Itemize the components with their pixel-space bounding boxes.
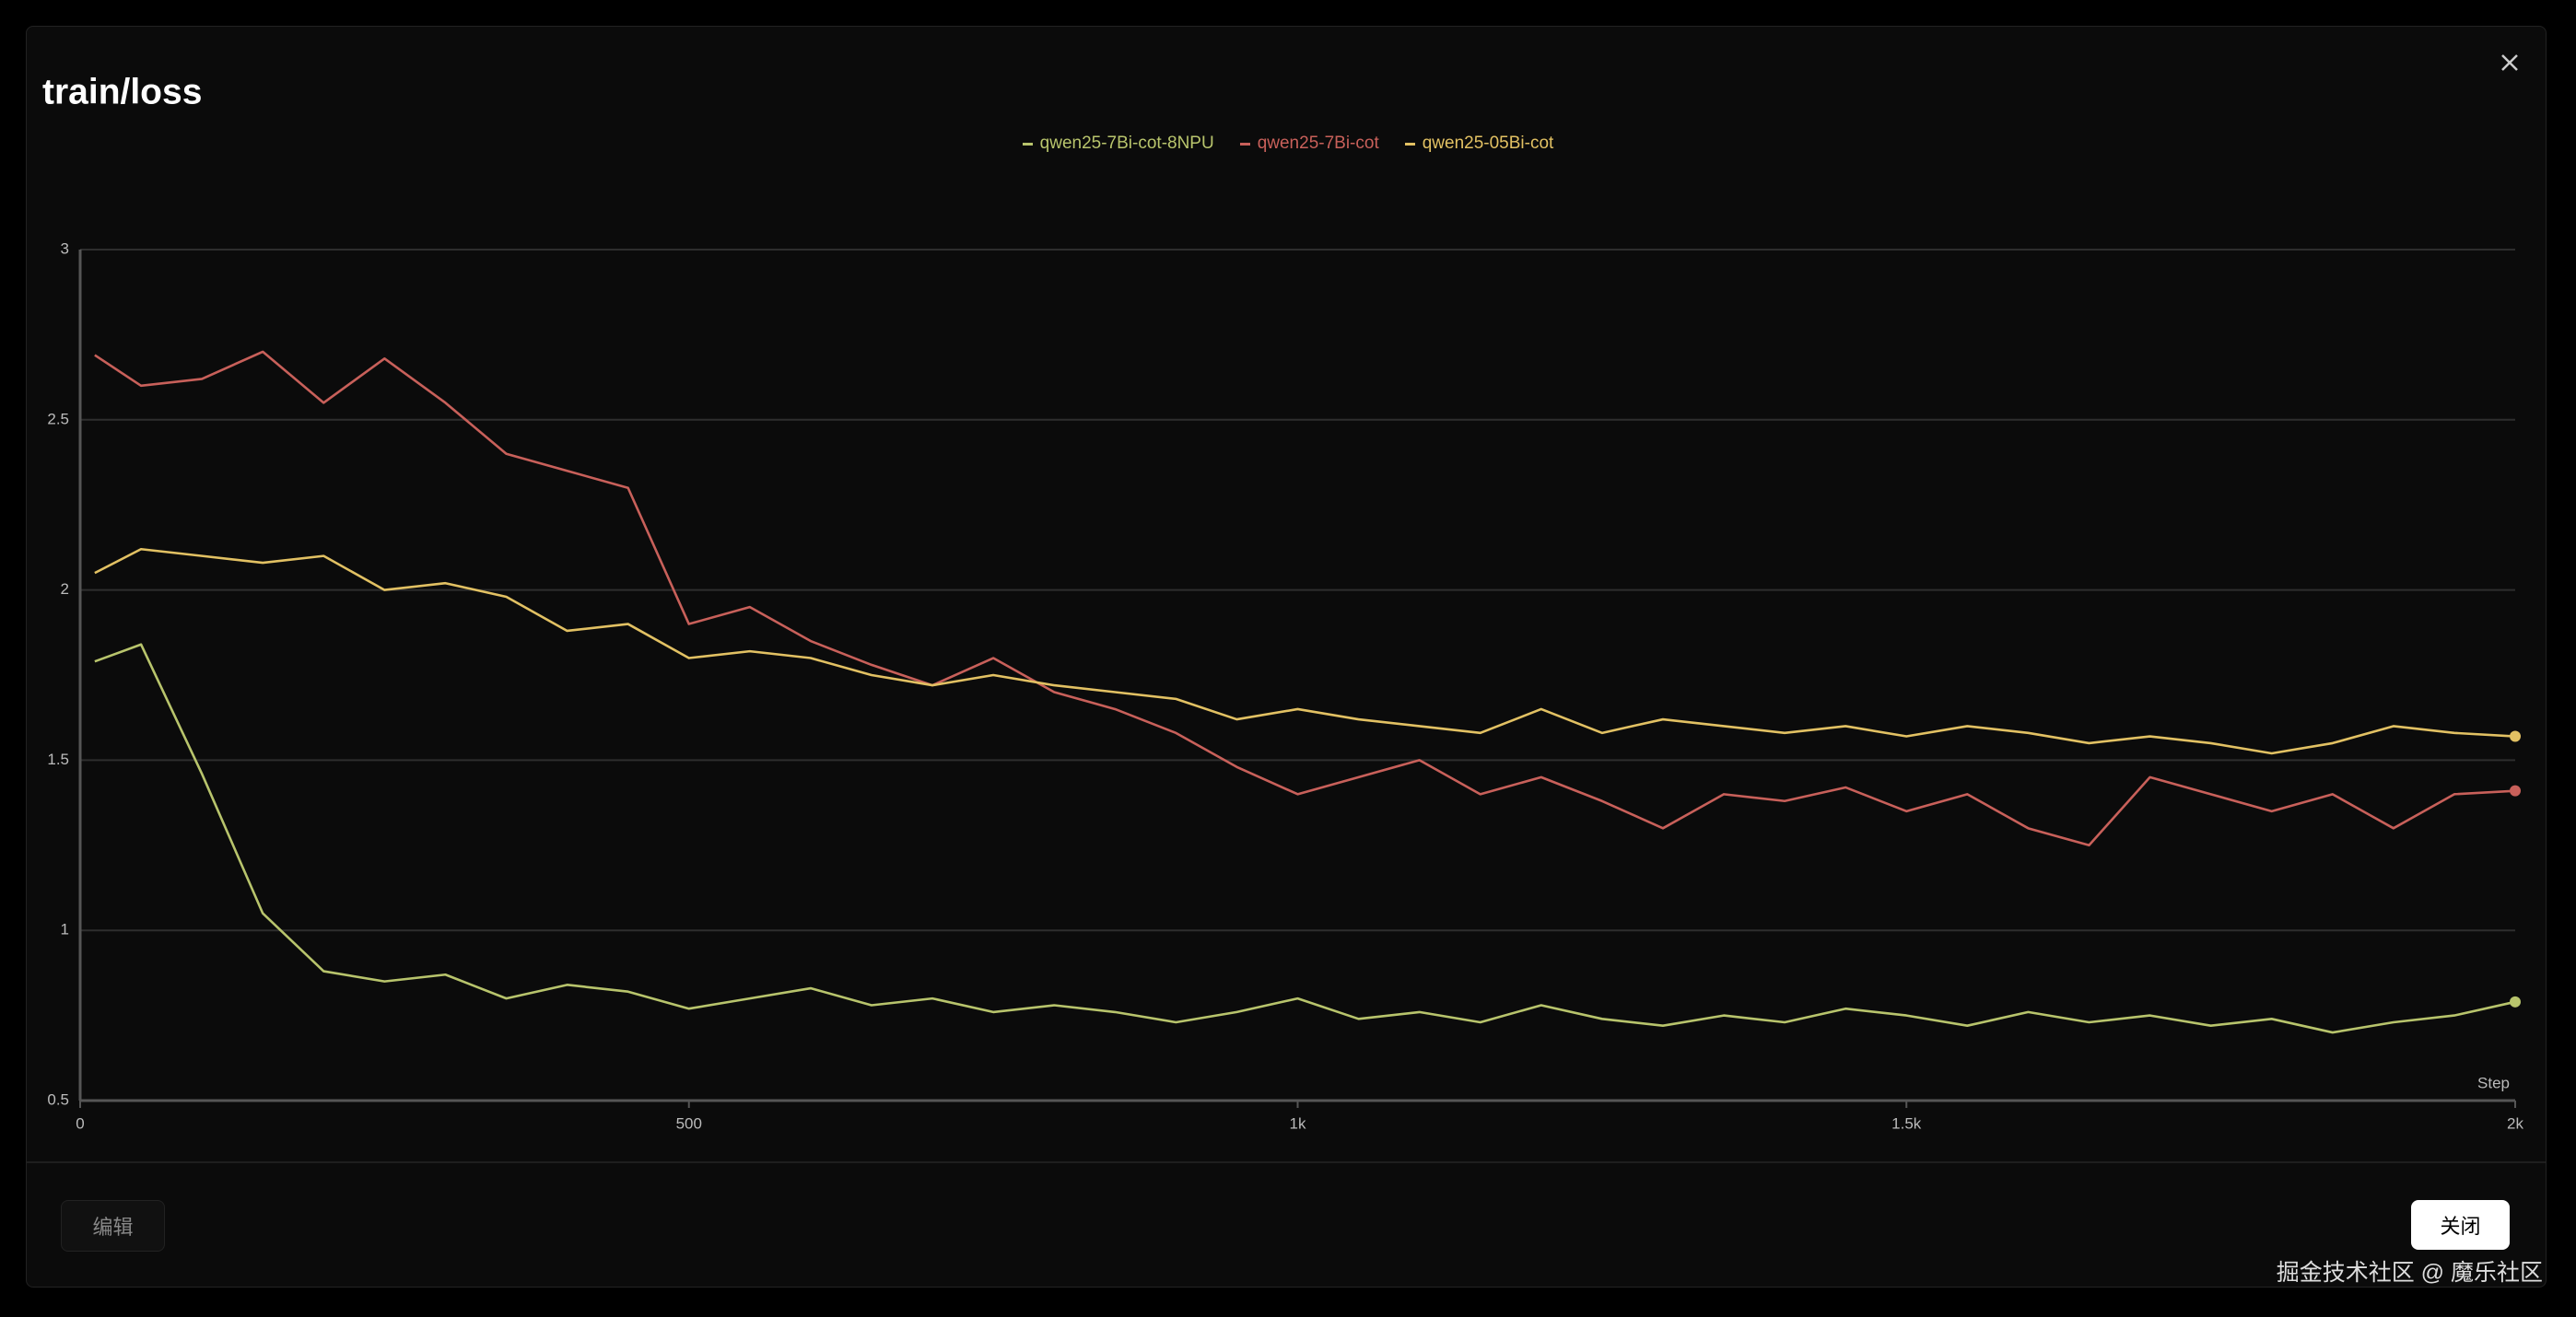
x-tick-label: 500: [676, 1114, 702, 1132]
legend-swatch: [1022, 142, 1033, 146]
end-marker: [2510, 785, 2521, 797]
legend-label: qwen25-7Bi-cot-8NPU: [1039, 134, 1214, 153]
y-tick-label: 1: [61, 921, 69, 938]
legend-item[interactable]: qwen25-7Bi-cot-8NPU: [1022, 134, 1214, 154]
legend-swatch: [1404, 142, 1415, 146]
legend-item[interactable]: qwen25-05Bi-cot: [1404, 134, 1554, 154]
y-tick-label: 1.5: [47, 751, 69, 768]
x-tick-label: 0: [76, 1114, 84, 1132]
legend-swatch: [1239, 142, 1250, 146]
x-tick-label: 2k: [2507, 1114, 2523, 1132]
end-marker: [2510, 996, 2521, 1008]
edit-button[interactable]: 编辑: [61, 1200, 165, 1252]
y-tick-label: 2.5: [47, 410, 69, 427]
series-line: [94, 643, 2516, 1034]
series-line: [94, 350, 2516, 847]
x-axis-label: Step: [2477, 1074, 2510, 1091]
legend: qwen25-7Bi-cot-8NPU qwen25-7Bi-cot qwen25-…: [0, 134, 2576, 154]
x-tick-label: 1k: [1290, 1114, 1306, 1132]
legend-label: qwen25-7Bi-cot: [1257, 134, 1379, 153]
y-tick-label: 0.5: [47, 1090, 69, 1108]
watermark: 掘金技术社区 @ 魔乐社区: [2276, 1260, 2543, 1286]
close-button[interactable]: 关闭: [2411, 1200, 2510, 1250]
end-marker: [2510, 730, 2521, 742]
y-tick-label: 3: [61, 239, 69, 257]
x-tick-label: 1.5k: [1891, 1114, 1922, 1132]
chart-title: train/loss: [42, 72, 202, 111]
close-icon[interactable]: [2501, 54, 2518, 71]
y-tick-label: 2: [61, 580, 69, 598]
legend-item[interactable]: qwen25-7Bi-cot: [1239, 134, 1379, 154]
dialog: [26, 26, 2547, 1288]
series-line: [94, 547, 2516, 755]
legend-label: qwen25-05Bi-cot: [1422, 134, 1554, 153]
